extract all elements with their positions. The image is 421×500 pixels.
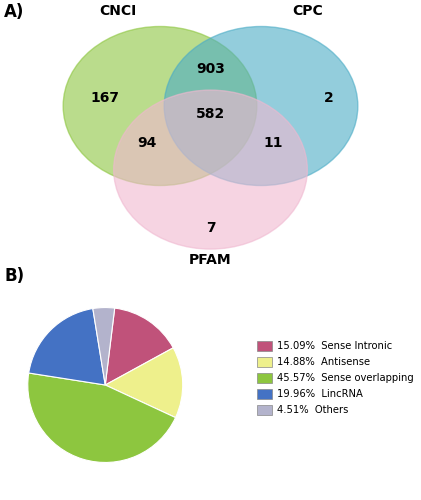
Legend: 15.09%  Sense Intronic, 14.88%  Antisense, 45.57%  Sense overlapping, 19.96%  Li: 15.09% Sense Intronic, 14.88% Antisense,…	[255, 338, 416, 417]
Wedge shape	[105, 348, 183, 418]
Ellipse shape	[63, 26, 257, 186]
Wedge shape	[28, 373, 176, 462]
Text: PFAM: PFAM	[189, 252, 232, 266]
Text: 94: 94	[138, 136, 157, 150]
Wedge shape	[105, 308, 173, 385]
Text: 2: 2	[323, 91, 333, 105]
Text: 167: 167	[91, 91, 120, 105]
Text: 582: 582	[196, 107, 225, 121]
Wedge shape	[93, 308, 115, 385]
Text: CNCI: CNCI	[99, 4, 136, 18]
Text: 7: 7	[206, 221, 215, 235]
Text: B): B)	[4, 268, 24, 285]
Text: 11: 11	[264, 136, 283, 150]
Text: A): A)	[4, 2, 24, 21]
Ellipse shape	[164, 26, 358, 186]
Text: 903: 903	[196, 62, 225, 76]
Text: CPC: CPC	[292, 4, 323, 18]
Ellipse shape	[114, 90, 307, 249]
Wedge shape	[29, 308, 105, 385]
